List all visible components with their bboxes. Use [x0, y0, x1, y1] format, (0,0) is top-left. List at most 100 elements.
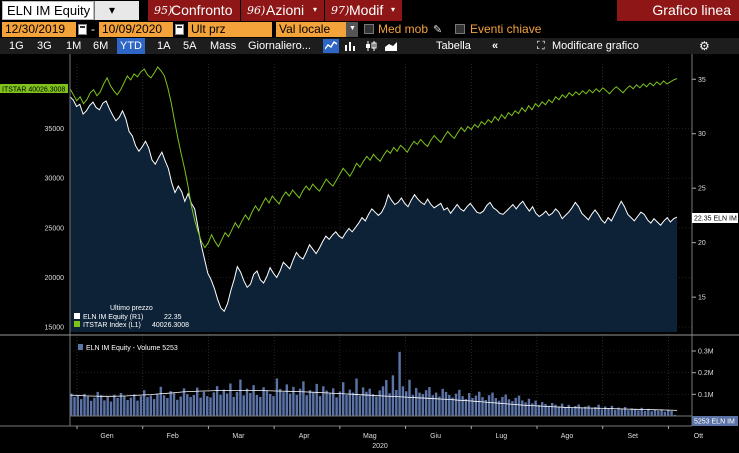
volume-bar: [345, 394, 348, 416]
bar-chart-icon[interactable]: [343, 39, 359, 53]
date-controls: 12/30/2019 - 10/09/2020 Ult prz Val loca…: [0, 21, 739, 38]
volume-bar: [411, 394, 415, 416]
volume-bar: [76, 395, 80, 416]
volume-bar: [637, 410, 640, 416]
volume-bar: [587, 405, 590, 416]
volume-bar: [487, 395, 491, 416]
legend-title: Ultimo prezzo: [110, 305, 153, 312]
chevron-down-icon: ▼: [349, 25, 356, 32]
period-1m-button[interactable]: 1M: [66, 40, 82, 52]
volume-tick-label: 0.3M: [698, 349, 714, 356]
legend-index-swatch: [74, 321, 80, 327]
volume-bar: [162, 395, 166, 416]
volume-bar: [338, 391, 342, 416]
volume-bar: [255, 395, 259, 416]
volume-bar: [630, 408, 634, 416]
x-tick-label: Mar: [232, 433, 245, 440]
chart-axes: Gen Feb Mar Apr Mag Giu Lug Ago Set Ott 2020 35000 3…: [0, 54, 739, 450]
currency-select[interactable]: Val locale: [276, 22, 346, 37]
volume-bar: [464, 398, 468, 416]
calendar-icon[interactable]: [175, 24, 184, 35]
volume-bar: [438, 396, 441, 416]
volume-bar: [182, 388, 186, 416]
gear-icon[interactable]: ⚙: [699, 39, 710, 53]
period-1g-button[interactable]: 1G: [9, 40, 24, 52]
security-dropdown-button[interactable]: ▾: [94, 1, 139, 20]
volume-bar: [471, 398, 474, 416]
volume-bar: [517, 395, 521, 416]
price-chart[interactable]: Gen Feb Mar Apr Mag Giu Lug Ago Set Ott 2020 35000 3…: [0, 54, 739, 453]
left-tick-label: 25000: [45, 225, 65, 232]
volume-bar: [560, 403, 564, 416]
security-input[interactable]: ELN IM Equity: [2, 1, 94, 20]
volume-bar: [192, 395, 196, 416]
volume-bar: [269, 393, 272, 416]
volume-bar: [166, 398, 169, 416]
volume-bar: [544, 403, 547, 416]
volume-legend-swatch: [78, 344, 83, 350]
volume-bar: [418, 392, 421, 416]
volume-bar: [292, 386, 295, 417]
volume-bar: [458, 389, 461, 416]
volume-bar: [574, 406, 577, 416]
title-bar: ELN IM Equity ▾ 95) Confronto 96) Azioni…: [0, 0, 739, 21]
end-date-input[interactable]: 10/09/2020: [99, 22, 173, 37]
calendar-icon[interactable]: [78, 24, 87, 35]
volume-bar: [375, 396, 378, 416]
volume-bar: [73, 396, 76, 416]
volume-bar: [570, 407, 574, 416]
modify-chart-icon[interactable]: ⛶: [537, 40, 545, 52]
volume-bar: [99, 395, 103, 416]
volume-bar: [614, 409, 617, 416]
volume-bar: [494, 398, 498, 416]
equity-tag-box: [692, 213, 738, 223]
volume-bar: [123, 395, 126, 416]
period-1a-button[interactable]: 1A: [157, 40, 171, 52]
frequency-select[interactable]: Giornaliero...: [248, 40, 311, 52]
volume-tag-label: 5253 ELN IM: [694, 419, 735, 426]
volume-bar: [136, 400, 139, 416]
volume-bar: [670, 411, 673, 416]
volume-bar: [143, 390, 146, 416]
right-tick-label: 15: [698, 295, 706, 302]
period-max-button[interactable]: Mass: [210, 40, 237, 52]
line-chart-icon[interactable]: [323, 39, 339, 53]
table-button[interactable]: Tabella: [436, 40, 471, 52]
period-6m-button[interactable]: 6M: [93, 40, 109, 52]
collapse-icon[interactable]: «: [492, 40, 499, 52]
volume-bar: [285, 384, 289, 416]
volume-bar: [524, 402, 527, 416]
modif-button[interactable]: 97) Modif ▾: [325, 0, 403, 21]
azioni-button[interactable]: 96) Azioni ▾: [241, 0, 325, 21]
volume-bar: [468, 393, 471, 416]
volume-bar: [229, 383, 232, 416]
start-date-input[interactable]: 12/30/2019: [2, 22, 76, 37]
volume-bar: [368, 388, 371, 416]
volume-bar: [275, 378, 279, 416]
volume-bar: [557, 406, 561, 416]
volume-bar: [594, 407, 597, 416]
volume-average-line: [69, 389, 678, 411]
period-5a-button[interactable]: 5A: [183, 40, 197, 52]
confronto-button[interactable]: 95) Confronto: [148, 0, 241, 21]
pencil-icon[interactable]: ✎: [433, 24, 443, 36]
volume-bar: [424, 390, 428, 416]
volume-bar: [262, 387, 265, 416]
period-3g-button[interactable]: 3G: [37, 40, 52, 52]
period-ytd-button[interactable]: YTD: [117, 38, 145, 54]
currency-dropdown-button[interactable]: ▼: [346, 22, 358, 37]
volume-bar: [252, 385, 255, 416]
moving-average-checkbox[interactable]: [364, 24, 374, 34]
modify-chart-button[interactable]: Modificare grafico: [552, 40, 639, 52]
volume-bar: [86, 396, 90, 416]
volume-bar: [242, 395, 245, 416]
field-input[interactable]: Ult prz: [188, 22, 272, 37]
area-chart-icon[interactable]: [383, 39, 399, 53]
volume-bar: [116, 398, 119, 416]
equity-line: [69, 96, 678, 313]
volume-bar: [650, 411, 653, 416]
volume-bar: [312, 392, 315, 416]
volume-bar: [146, 397, 149, 416]
key-events-checkbox[interactable]: [455, 24, 465, 34]
candlestick-icon[interactable]: [363, 39, 379, 53]
